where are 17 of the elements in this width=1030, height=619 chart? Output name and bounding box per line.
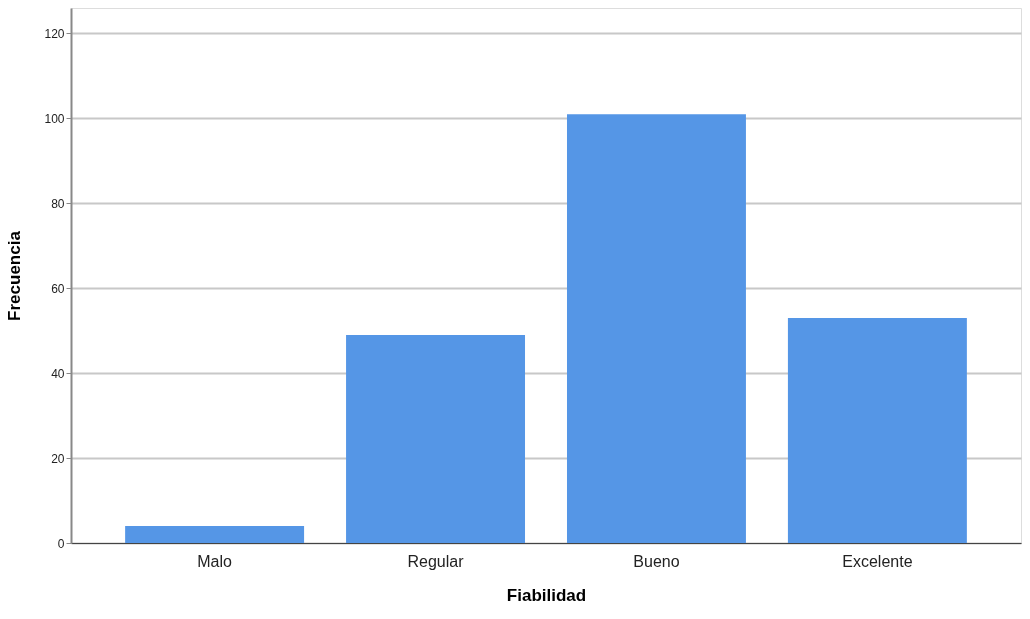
x-axis-title: Fiabilidad (506, 585, 587, 605)
x-tick-label: Excelente (842, 552, 913, 570)
x-tick-label: Regular (407, 552, 465, 570)
bar (346, 334, 526, 543)
y-tick-label: 40 (51, 366, 65, 381)
x-tick-label: Bueno (633, 552, 680, 570)
y-axis-title: Frecuencia (5, 230, 25, 321)
x-tick-label: Malo (197, 552, 233, 570)
y-tick-label: 120 (44, 26, 65, 41)
bar (787, 317, 967, 543)
y-tick-label: 80 (51, 196, 65, 211)
y-tick-label: 100 (44, 111, 65, 126)
y-tick-label: 0 (57, 536, 65, 551)
y-tick-label: 60 (51, 281, 65, 296)
bar (566, 114, 746, 543)
y-tick-label: 20 (51, 451, 65, 466)
bar (125, 526, 305, 543)
